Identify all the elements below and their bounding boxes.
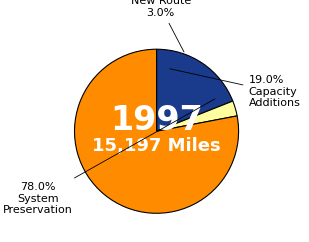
Text: 78.0%
System
Preservation: 78.0% System Preservation — [3, 99, 215, 215]
Wedge shape — [74, 49, 239, 213]
Wedge shape — [157, 49, 233, 131]
Text: 1997: 1997 — [110, 104, 203, 137]
Text: 19.0%
Capacity
Additions: 19.0% Capacity Additions — [170, 69, 300, 108]
Text: 15,197 Miles: 15,197 Miles — [92, 137, 221, 155]
Text: New Route
3.0%: New Route 3.0% — [130, 0, 191, 52]
Wedge shape — [157, 101, 237, 131]
